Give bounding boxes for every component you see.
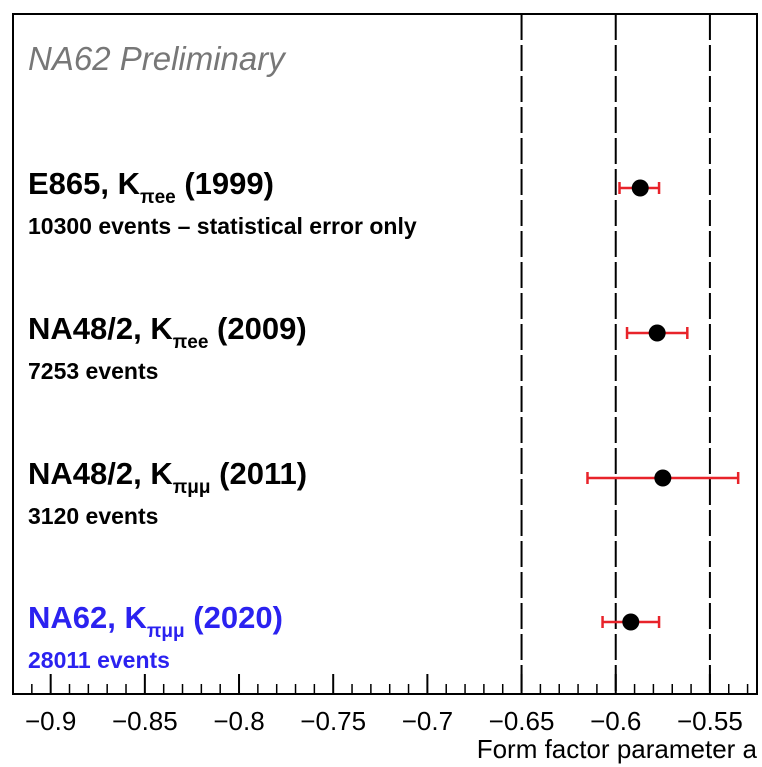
measurement-points xyxy=(586,179,740,631)
data-point-1 xyxy=(648,324,666,342)
measurement-events-1: 7253 events xyxy=(28,358,158,384)
measurement-title-0: E865, Kπee (1999) xyxy=(28,166,274,208)
tick-label-4: −0.7 xyxy=(402,706,453,736)
measurement-channel-1: πee xyxy=(173,332,209,353)
measurement-channel-0: πee xyxy=(140,187,176,208)
measurement-channel-2: πμμ xyxy=(173,477,211,498)
tick-label-3: −0.75 xyxy=(300,706,366,736)
x-axis: −0.9 −0.85 −0.8 −0.75 −0.7 −0.65 −0.6 −0.55 xyxy=(12,674,749,736)
measurement-exp-1: NA48/2, K xyxy=(28,311,173,346)
data-point-0 xyxy=(631,179,649,197)
measurement-exp-0: E865, K xyxy=(28,166,141,201)
tick-label-0: −0.9 xyxy=(25,706,76,736)
measurement-title-3: NA62, Kπμμ (2020) xyxy=(28,600,283,642)
tick-label-6: −0.6 xyxy=(590,706,641,736)
measurement-year-1: (2009) xyxy=(208,311,306,346)
measurement-year-2: (2011) xyxy=(211,456,308,491)
tick-label-7: −0.55 xyxy=(677,706,743,736)
measurement-exp-3: NA62, K xyxy=(28,600,147,635)
tick-label-2: −0.8 xyxy=(213,706,264,736)
x-axis-label: Form factor parameter a xyxy=(477,734,758,764)
tick-label-5: −0.65 xyxy=(489,706,555,736)
measurement-title-1: NA48/2, Kπee (2009) xyxy=(28,311,307,353)
data-point-3 xyxy=(622,613,640,631)
measurement-year-3: (2020) xyxy=(185,600,283,635)
measurement-events-3: 28011 events xyxy=(28,647,170,673)
measurement-title-2: NA48/2, Kπμμ (2011) xyxy=(28,456,307,498)
data-point-2 xyxy=(654,469,672,487)
tick-label-1: −0.85 xyxy=(112,706,178,736)
measurement-year-0: (1999) xyxy=(176,166,274,201)
reference-lines xyxy=(520,14,711,694)
measurement-channel-3: πμμ xyxy=(147,621,185,642)
measurement-exp-2: NA48/2, K xyxy=(28,456,173,491)
measurement-events-0: 10300 events – statistical error only xyxy=(28,213,417,239)
preliminary-annotation: NA62 Preliminary xyxy=(28,40,287,77)
measurement-events-2: 3120 events xyxy=(28,503,158,529)
plot-frame xyxy=(12,13,758,695)
measurement-labels: E865, Kπee (1999)10300 events – statisti… xyxy=(28,166,417,673)
